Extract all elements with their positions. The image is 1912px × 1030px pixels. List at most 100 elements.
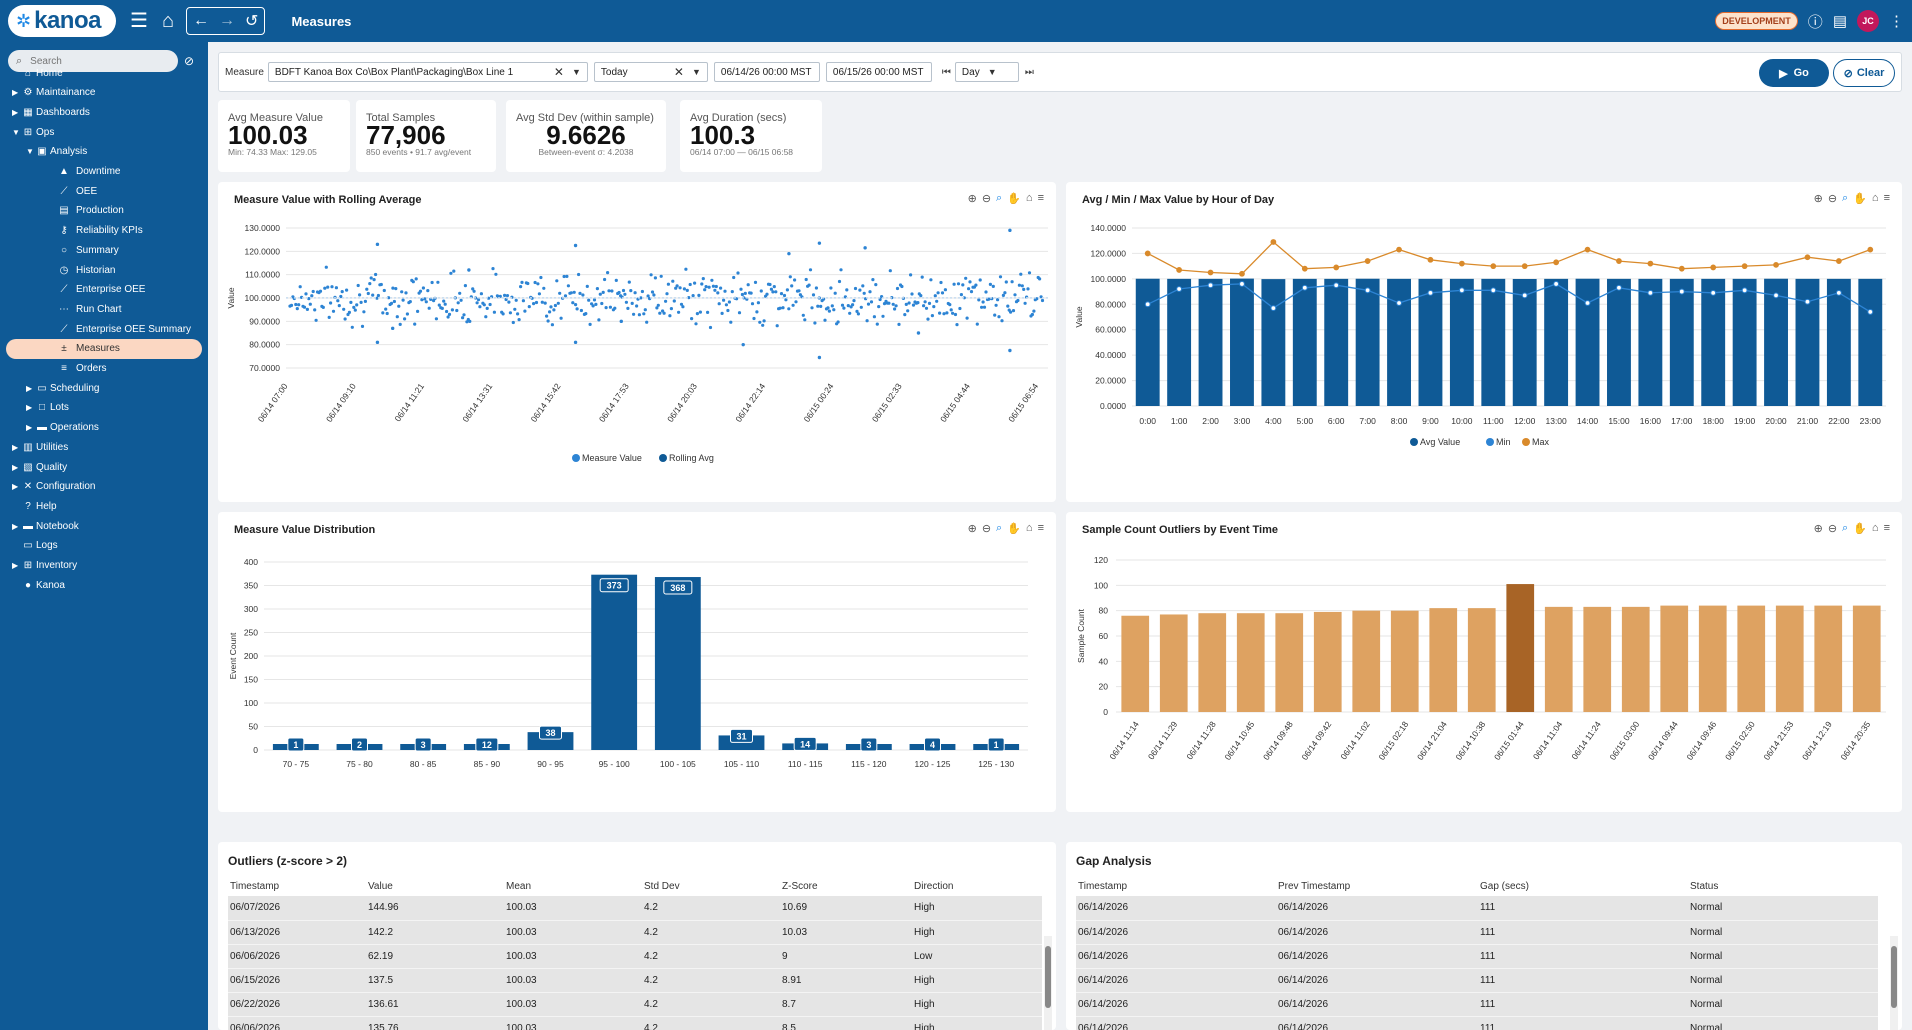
data-point[interactable] bbox=[690, 317, 694, 321]
data-point[interactable] bbox=[426, 289, 430, 293]
chevron-down-icon[interactable]: ▼ bbox=[987, 67, 997, 77]
data-point[interactable] bbox=[677, 310, 681, 314]
data-point[interactable] bbox=[965, 316, 969, 320]
max-point[interactable] bbox=[1741, 263, 1748, 270]
data-point[interactable] bbox=[927, 301, 932, 305]
data-point[interactable] bbox=[723, 289, 727, 293]
min-point[interactable] bbox=[1207, 282, 1214, 289]
max-point[interactable] bbox=[1490, 263, 1497, 270]
data-point[interactable] bbox=[318, 289, 323, 293]
data-point[interactable] bbox=[1019, 272, 1023, 276]
chart-menu-icon[interactable]: ≡ bbox=[1037, 522, 1044, 534]
data-point[interactable] bbox=[624, 300, 628, 304]
data-point[interactable] bbox=[1040, 298, 1045, 303]
data-point[interactable] bbox=[488, 302, 492, 307]
min-point[interactable] bbox=[1710, 289, 1717, 296]
min-point[interactable] bbox=[1427, 289, 1434, 296]
min-point[interactable] bbox=[1270, 305, 1277, 311]
data-point[interactable] bbox=[722, 298, 726, 302]
bar[interactable] bbox=[1429, 608, 1458, 712]
data-point[interactable] bbox=[716, 291, 720, 295]
data-point[interactable] bbox=[781, 306, 785, 310]
pan-hand-icon[interactable]: ✋ bbox=[1853, 193, 1867, 205]
pan-hand-icon[interactable]: ✋ bbox=[1853, 523, 1867, 535]
sidebar-item-enterprise-oee[interactable]: ⟋ Enterprise OEE bbox=[0, 279, 208, 301]
data-point[interactable] bbox=[829, 286, 833, 290]
data-point[interactable] bbox=[750, 302, 755, 306]
data-point[interactable] bbox=[906, 309, 910, 313]
min-point[interactable] bbox=[1773, 292, 1779, 299]
bar[interactable] bbox=[1814, 605, 1843, 712]
outlier-point[interactable] bbox=[741, 342, 745, 347]
bar[interactable] bbox=[1795, 278, 1820, 406]
zoom-in-icon[interactable]: ⊕ bbox=[1813, 193, 1823, 205]
data-point[interactable] bbox=[869, 300, 874, 304]
data-point[interactable] bbox=[872, 315, 877, 319]
data-point[interactable] bbox=[395, 315, 399, 319]
data-point[interactable] bbox=[981, 300, 985, 304]
bar[interactable] bbox=[1669, 278, 1694, 406]
data-point[interactable] bbox=[391, 286, 395, 290]
data-point[interactable] bbox=[294, 302, 298, 307]
max-point[interactable] bbox=[1364, 258, 1371, 264]
data-point[interactable] bbox=[468, 319, 472, 323]
zoom-select-icon[interactable]: ⌕ bbox=[996, 192, 1003, 204]
data-point[interactable] bbox=[845, 288, 849, 292]
data-point[interactable] bbox=[562, 274, 566, 279]
caret-right-icon[interactable]: ▶ bbox=[12, 442, 19, 452]
scrollbar-thumb[interactable] bbox=[1045, 946, 1051, 1008]
data-point[interactable] bbox=[394, 287, 398, 291]
data-point[interactable] bbox=[311, 289, 315, 294]
data-point[interactable] bbox=[456, 301, 460, 305]
data-point[interactable] bbox=[855, 309, 859, 313]
bar[interactable] bbox=[1764, 278, 1788, 406]
data-point[interactable] bbox=[577, 272, 581, 277]
sidebar-item-run-chart[interactable]: ⋯ Run Chart bbox=[0, 298, 208, 320]
data-point[interactable] bbox=[521, 299, 525, 303]
data-point[interactable] bbox=[440, 306, 444, 310]
data-point[interactable] bbox=[1004, 280, 1008, 284]
data-point[interactable] bbox=[866, 302, 871, 306]
bar[interactable] bbox=[1275, 613, 1304, 712]
data-point[interactable] bbox=[597, 318, 601, 322]
outlier-point[interactable] bbox=[916, 331, 921, 335]
column-header[interactable]: Gap (secs) bbox=[1480, 880, 1529, 892]
bar[interactable] bbox=[1135, 278, 1160, 406]
outlier-point[interactable] bbox=[573, 243, 578, 248]
data-point[interactable] bbox=[414, 277, 418, 281]
data-point[interactable] bbox=[604, 306, 608, 310]
data-point[interactable] bbox=[951, 311, 955, 315]
sidebar-item-logs[interactable]: ▭ Logs bbox=[0, 535, 208, 557]
max-point[interactable] bbox=[1301, 265, 1308, 272]
sidebar-item-downtime[interactable]: ▲ Downtime bbox=[0, 161, 208, 183]
sidebar-item-notebook[interactable]: ▶ ▬ Notebook bbox=[0, 515, 208, 537]
data-point[interactable] bbox=[592, 298, 597, 302]
data-point[interactable] bbox=[823, 318, 827, 322]
history-icon[interactable]: ↺ bbox=[245, 13, 259, 30]
data-point[interactable] bbox=[579, 308, 583, 313]
min-point[interactable] bbox=[1239, 281, 1245, 287]
sidebar-item-orders[interactable]: ≡ Orders bbox=[0, 358, 208, 380]
sidebar-item-operations[interactable]: ▶ ▬ Operations bbox=[0, 417, 208, 439]
data-point[interactable] bbox=[882, 302, 887, 306]
data-point[interactable] bbox=[640, 289, 644, 294]
data-point[interactable] bbox=[935, 299, 939, 303]
data-point[interactable] bbox=[465, 320, 469, 324]
data-point[interactable] bbox=[347, 310, 351, 314]
min-point[interactable] bbox=[1490, 287, 1497, 294]
data-point[interactable] bbox=[653, 276, 657, 280]
data-point[interactable] bbox=[832, 308, 836, 312]
data-point[interactable] bbox=[840, 303, 845, 307]
data-point[interactable] bbox=[587, 298, 591, 302]
data-point[interactable] bbox=[353, 308, 357, 312]
data-point[interactable] bbox=[326, 285, 330, 289]
outlier-point[interactable] bbox=[817, 241, 822, 245]
reset-home-icon[interactable]: ⌂ bbox=[1025, 522, 1033, 534]
data-point[interactable] bbox=[919, 294, 923, 298]
data-point[interactable] bbox=[623, 292, 627, 296]
more-options-icon[interactable]: ⋮ bbox=[1889, 13, 1904, 30]
data-point[interactable] bbox=[678, 286, 682, 290]
data-point[interactable] bbox=[632, 312, 636, 316]
column-header[interactable]: Timestamp bbox=[230, 880, 280, 892]
data-point[interactable] bbox=[761, 323, 765, 327]
